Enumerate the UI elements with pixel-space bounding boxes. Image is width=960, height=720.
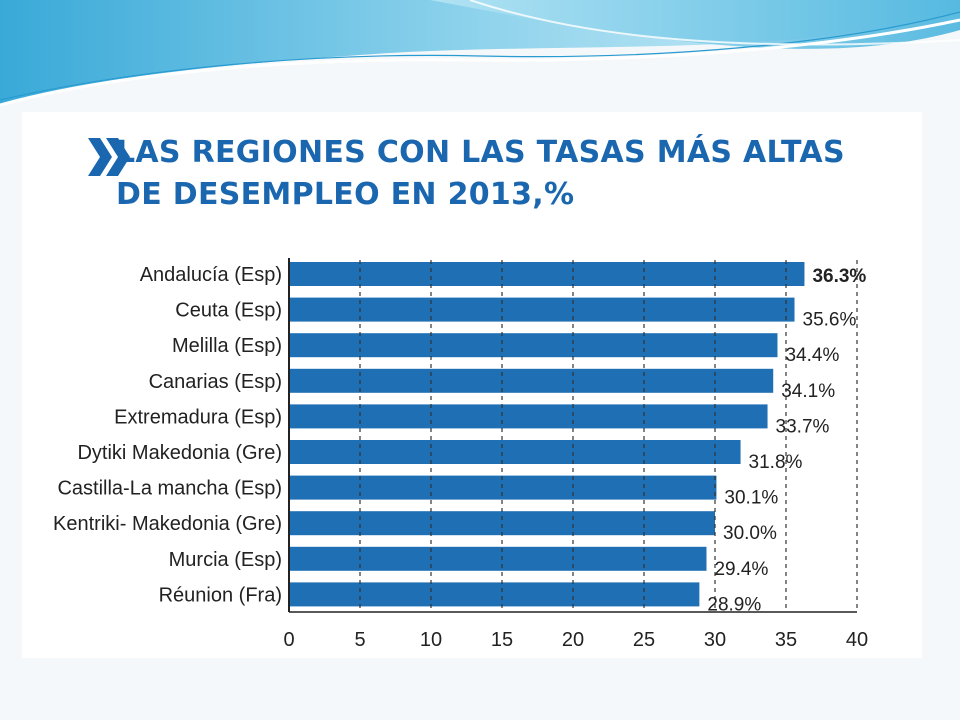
category-label-8: Kentriki- Makedonia (Gre) xyxy=(53,513,282,535)
bar-7 xyxy=(289,475,717,500)
category-label-9: Murcia (Esp) xyxy=(169,549,282,571)
bar-1 xyxy=(289,262,805,286)
x-tick-label-40: 40 xyxy=(846,629,868,651)
bar-10 xyxy=(289,582,700,607)
category-label-10: Réunion (Fra) xyxy=(159,584,282,606)
category-label-1: Andalucía (Esp) xyxy=(140,264,282,286)
value-label-1: 36.3% xyxy=(812,266,866,287)
chart-title-line-1: LAS REGIONES CON LAS TASAS MÁS ALTAS xyxy=(116,135,845,170)
category-label-4: Canarias (Esp) xyxy=(149,371,282,393)
x-tick-label-10: 10 xyxy=(420,629,442,651)
value-label-4: 34.1% xyxy=(781,381,835,402)
bar-4 xyxy=(289,368,774,393)
bar-8 xyxy=(289,511,715,536)
x-tick-label-20: 20 xyxy=(562,629,584,651)
x-tick-label-30: 30 xyxy=(704,629,726,651)
header-wave-decoration xyxy=(0,0,960,107)
bar-9 xyxy=(289,546,707,571)
category-label-6: Dytiki Makedonia (Gre) xyxy=(77,442,282,464)
value-label-2: 35.6% xyxy=(803,310,857,331)
bar-3 xyxy=(289,333,778,358)
value-label-3: 34.4% xyxy=(785,345,839,366)
bar-2 xyxy=(289,297,795,322)
x-tick-label-35: 35 xyxy=(775,629,797,651)
double-chevron-right-icon xyxy=(88,138,130,176)
category-label-3: Melilla (Esp) xyxy=(172,335,282,357)
value-label-5: 33.7% xyxy=(776,416,830,437)
chart-title: LAS REGIONES CON LAS TASAS MÁS ALTAS DE … xyxy=(62,132,845,216)
value-label-7: 30.1% xyxy=(724,488,778,509)
category-label-7: Castilla-La mancha (Esp) xyxy=(57,478,282,500)
value-label-8: 30.0% xyxy=(723,523,777,544)
bar-5 xyxy=(289,404,768,429)
x-tick-label-5: 5 xyxy=(354,629,365,651)
bar-6 xyxy=(289,440,741,464)
value-label-10: 28.9% xyxy=(707,594,761,615)
category-label-5: Extremadura (Esp) xyxy=(114,406,282,428)
chart-title-line-2: DE DESEMPLEO EN 2013,% xyxy=(116,177,575,212)
x-tick-label-25: 25 xyxy=(633,629,655,651)
x-tick-label-15: 15 xyxy=(491,629,513,651)
value-label-9: 29.4% xyxy=(714,559,768,580)
x-tick-label-0: 0 xyxy=(283,629,294,651)
category-label-2: Ceuta (Esp) xyxy=(175,300,282,322)
value-label-6: 31.8% xyxy=(749,452,803,473)
